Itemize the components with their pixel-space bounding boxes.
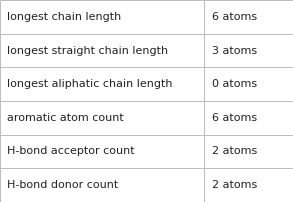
Text: 2 atoms: 2 atoms [212, 180, 258, 190]
Text: 2 atoms: 2 atoms [212, 146, 258, 157]
Text: longest straight chain length: longest straight chain length [7, 45, 168, 56]
Text: aromatic atom count: aromatic atom count [7, 113, 124, 123]
Text: H-bond donor count: H-bond donor count [7, 180, 119, 190]
Text: 6 atoms: 6 atoms [212, 12, 258, 22]
Text: H-bond acceptor count: H-bond acceptor count [7, 146, 135, 157]
Text: 6 atoms: 6 atoms [212, 113, 258, 123]
Text: 0 atoms: 0 atoms [212, 79, 258, 89]
Text: longest aliphatic chain length: longest aliphatic chain length [7, 79, 173, 89]
Text: 3 atoms: 3 atoms [212, 45, 258, 56]
Text: longest chain length: longest chain length [7, 12, 122, 22]
